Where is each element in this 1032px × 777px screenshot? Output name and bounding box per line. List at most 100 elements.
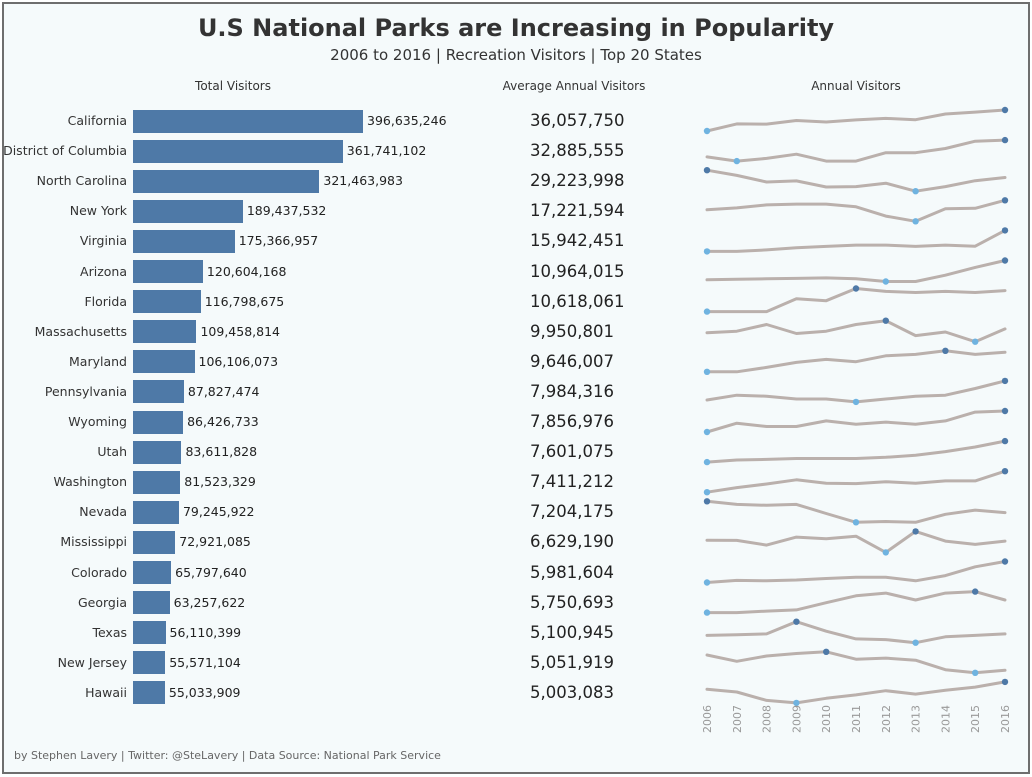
sparkline-series xyxy=(705,439,1007,464)
page-subtitle: 2006 to 2016 | Recreation Visitors | Top… xyxy=(330,46,702,64)
average-visitors-value: 15,942,451 xyxy=(530,231,625,251)
sparkline-max-point xyxy=(1001,407,1009,415)
total-visitors-bar xyxy=(133,561,172,584)
sparkline-max-point xyxy=(972,588,979,595)
year-tick-label: 2014 xyxy=(939,705,952,733)
total-visitors-value: 55,571,104 xyxy=(169,654,241,670)
sparkline-min-point xyxy=(703,308,711,315)
total-visitors-bar xyxy=(133,169,320,193)
state-label: Utah xyxy=(97,444,127,460)
state-label: Mississippi xyxy=(60,534,127,550)
total-visitors-value: 72,921,085 xyxy=(179,534,251,550)
total-visitors-value: 56,110,399 xyxy=(169,624,242,640)
sparkline-series xyxy=(705,349,1007,374)
sparkline-min-point xyxy=(882,278,889,285)
sparkline-max-point xyxy=(1001,377,1009,385)
year-tick-label: 2009 xyxy=(790,705,803,733)
sparkline-max-point xyxy=(882,317,889,324)
sparkline-max-point xyxy=(1001,227,1009,234)
page-title: U.S National Parks are Increasing in Pop… xyxy=(197,14,835,42)
total-visitors-value: 120,604,168 xyxy=(206,263,287,279)
year-tick-label: 2008 xyxy=(761,705,774,733)
sparkline-max-point xyxy=(1001,257,1009,264)
total-visitors-value: 83,611,828 xyxy=(185,444,258,460)
sparkline-max-point xyxy=(942,347,949,354)
sparkline-max-point xyxy=(703,167,711,174)
state-label: Arizona xyxy=(80,263,127,279)
sparkline-min-point xyxy=(733,157,740,165)
sparkline-min-point xyxy=(852,519,860,526)
footer-credit: by Stephen Lavery | Twitter: @SteLavery … xyxy=(14,749,441,762)
average-visitors-value: 10,964,015 xyxy=(530,261,625,281)
state-label: Virginia xyxy=(79,233,127,249)
total-visitors-value: 116,798,675 xyxy=(204,293,285,309)
average-visitors-value: 7,204,175 xyxy=(530,502,614,522)
total-visitors-value: 175,366,957 xyxy=(238,233,319,249)
sparkline-max-point xyxy=(1001,558,1009,565)
total-visitors-value: 361,741,102 xyxy=(346,143,427,159)
state-label: Washington xyxy=(53,474,127,490)
average-visitors-value: 17,221,594 xyxy=(530,201,625,221)
average-visitors-value: 5,051,919 xyxy=(530,652,614,672)
year-tick-label: 2006 xyxy=(701,705,714,733)
sparkline-series xyxy=(705,409,1007,434)
total-visitors-bar xyxy=(133,530,176,554)
column-header-total: Total Visitors xyxy=(195,79,271,93)
total-visitors-bar xyxy=(133,229,235,253)
total-visitors-bar xyxy=(133,651,166,675)
state-label: Massachusetts xyxy=(34,323,127,339)
sparkline-series xyxy=(705,138,1007,163)
state-label: Maryland xyxy=(69,353,127,369)
state-label: New Jersey xyxy=(57,654,127,670)
sparkline-min-point xyxy=(972,669,979,676)
year-tick-label: 2007 xyxy=(731,705,744,733)
sparkline-series xyxy=(705,620,1007,645)
average-visitors-value: 6,629,190 xyxy=(530,532,614,552)
sparkline-series xyxy=(705,529,1007,554)
column-header-average: Average Annual Visitors xyxy=(502,79,646,93)
sparkline-min-point xyxy=(703,428,711,436)
sparkline-min-point xyxy=(703,248,711,255)
total-visitors-value: 109,458,814 xyxy=(200,323,280,339)
average-visitors-value: 36,057,750 xyxy=(530,111,625,130)
average-visitors-value: 7,411,212 xyxy=(530,472,614,492)
average-visitors-value: 9,646,007 xyxy=(530,351,614,371)
sparkline-series xyxy=(705,168,1007,193)
total-visitors-bar xyxy=(133,410,184,434)
total-visitors-bar xyxy=(133,440,182,464)
average-visitors-value: 7,601,075 xyxy=(530,442,614,462)
total-visitors-bar xyxy=(133,470,181,494)
total-visitors-value: 63,257,622 xyxy=(173,594,246,610)
state-label: Hawaii xyxy=(85,684,127,700)
sparkline-min-point xyxy=(703,458,711,466)
sparkline-max-point xyxy=(1001,437,1009,445)
sparkline-series xyxy=(705,319,1007,344)
total-visitors-bar xyxy=(133,260,203,283)
year-tick-label: 2012 xyxy=(880,705,893,733)
sparkline-max-point xyxy=(823,648,830,655)
sparkline-max-point xyxy=(1001,197,1009,204)
average-visitors-value: 5,100,945 xyxy=(530,622,614,642)
total-visitors-bar xyxy=(133,500,179,524)
state-label: Wyoming xyxy=(68,414,127,429)
year-tick-label: 2013 xyxy=(910,705,923,733)
total-visitors-value: 81,523,329 xyxy=(184,474,256,490)
total-visitors-bar xyxy=(133,380,184,404)
average-visitors-value: 5,750,693 xyxy=(530,592,614,612)
total-visitors-value: 86,426,733 xyxy=(187,414,259,429)
total-visitors-bar xyxy=(133,681,165,705)
sparkline-max-point xyxy=(852,285,860,292)
year-tick-label: 2015 xyxy=(969,705,982,733)
sparkline-min-point xyxy=(703,579,711,586)
state-label: Nevada xyxy=(79,504,127,520)
total-visitors-value: 65,797,640 xyxy=(175,564,247,580)
total-visitors-value: 396,635,246 xyxy=(367,113,447,128)
sparkline-max-point xyxy=(793,618,800,625)
state-label: California xyxy=(67,113,127,128)
sparkline-series xyxy=(705,650,1007,675)
average-visitors-value: 7,856,976 xyxy=(530,412,614,431)
total-visitors-bar xyxy=(133,591,170,615)
total-visitors-bar xyxy=(133,109,363,133)
total-visitors-value: 87,827,474 xyxy=(187,383,260,399)
